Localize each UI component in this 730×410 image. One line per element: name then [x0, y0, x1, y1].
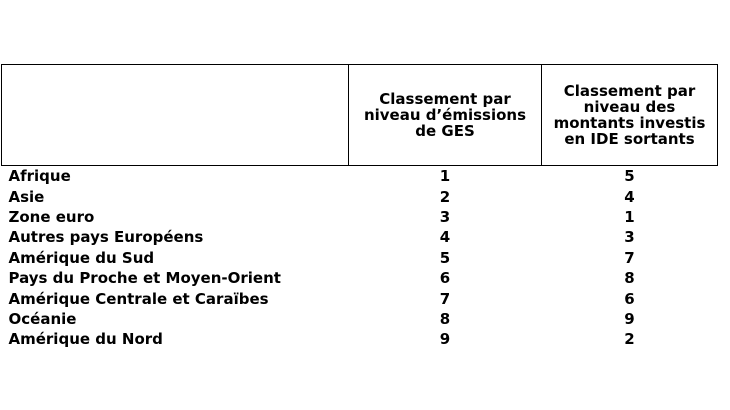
table-row: Autres pays Européens 4 3: [2, 227, 718, 247]
table-row: Pays du Proche et Moyen-Orient 6 8: [2, 268, 718, 288]
header-ide-rank: Classement par niveau des montants inves…: [541, 64, 718, 166]
table-row: Afrique 1 5: [2, 166, 718, 187]
header-region-column: [1, 64, 349, 166]
ide-rank-value: 1: [624, 207, 635, 226]
table-body: Afrique 1 5 Asie 2 4 Zone euro 3 1 Autre…: [2, 166, 718, 350]
ide-rank-value: 7: [624, 248, 635, 267]
table-header: Classement par niveau d’émissions de GES…: [1, 64, 718, 166]
ges-rank-value: 8: [439, 309, 451, 328]
ide-rank-value: 8: [624, 269, 635, 288]
region-name: Zone euro: [8, 207, 95, 226]
ide-rank-value: 5: [624, 167, 635, 186]
ges-rank-value: 2: [439, 187, 451, 206]
ges-rank-value: 1: [439, 167, 451, 186]
region-name: Amérique Centrale et Caraïbes: [8, 289, 269, 308]
ges-rank-value: 3: [439, 207, 451, 226]
ranking-table: Classement par niveau d’émissions de GES…: [1, 64, 718, 350]
table-row: Océanie 8 9: [2, 309, 718, 329]
region-name: Autres pays Européens: [8, 228, 204, 247]
region-name: Amérique du Sud: [8, 248, 155, 267]
ide-rank-value: 6: [624, 289, 635, 308]
region-name: Asie: [8, 187, 45, 206]
table-row: Zone euro 3 1: [2, 207, 718, 227]
ges-rank-value: 4: [439, 228, 451, 247]
table-row: Amérique du Nord 9 2: [2, 329, 718, 349]
header-row: Classement par niveau d’émissions de GES…: [1, 64, 718, 166]
ide-rank-value: 4: [624, 187, 635, 206]
region-name: Océanie: [8, 309, 77, 328]
region-name: Pays du Proche et Moyen-Orient: [8, 269, 281, 288]
ges-rank-value: 7: [439, 289, 451, 308]
table-row: Amérique du Sud 5 7: [2, 248, 718, 268]
ide-rank-value: 2: [624, 330, 635, 349]
ide-rank-value: 9: [624, 309, 635, 328]
ges-rank-value: 5: [439, 248, 451, 267]
ges-rank-value: 6: [439, 269, 451, 288]
region-name: Afrique: [8, 167, 71, 186]
table-row: Amérique Centrale et Caraïbes 7 6: [2, 288, 718, 308]
region-name: Amérique du Nord: [8, 330, 163, 349]
table-row: Asie 2 4: [2, 186, 718, 206]
header-ges-rank: Classement par niveau d’émissions de GES: [348, 64, 542, 166]
ges-rank-value: 9: [439, 330, 451, 349]
ide-rank-value: 3: [624, 228, 635, 247]
